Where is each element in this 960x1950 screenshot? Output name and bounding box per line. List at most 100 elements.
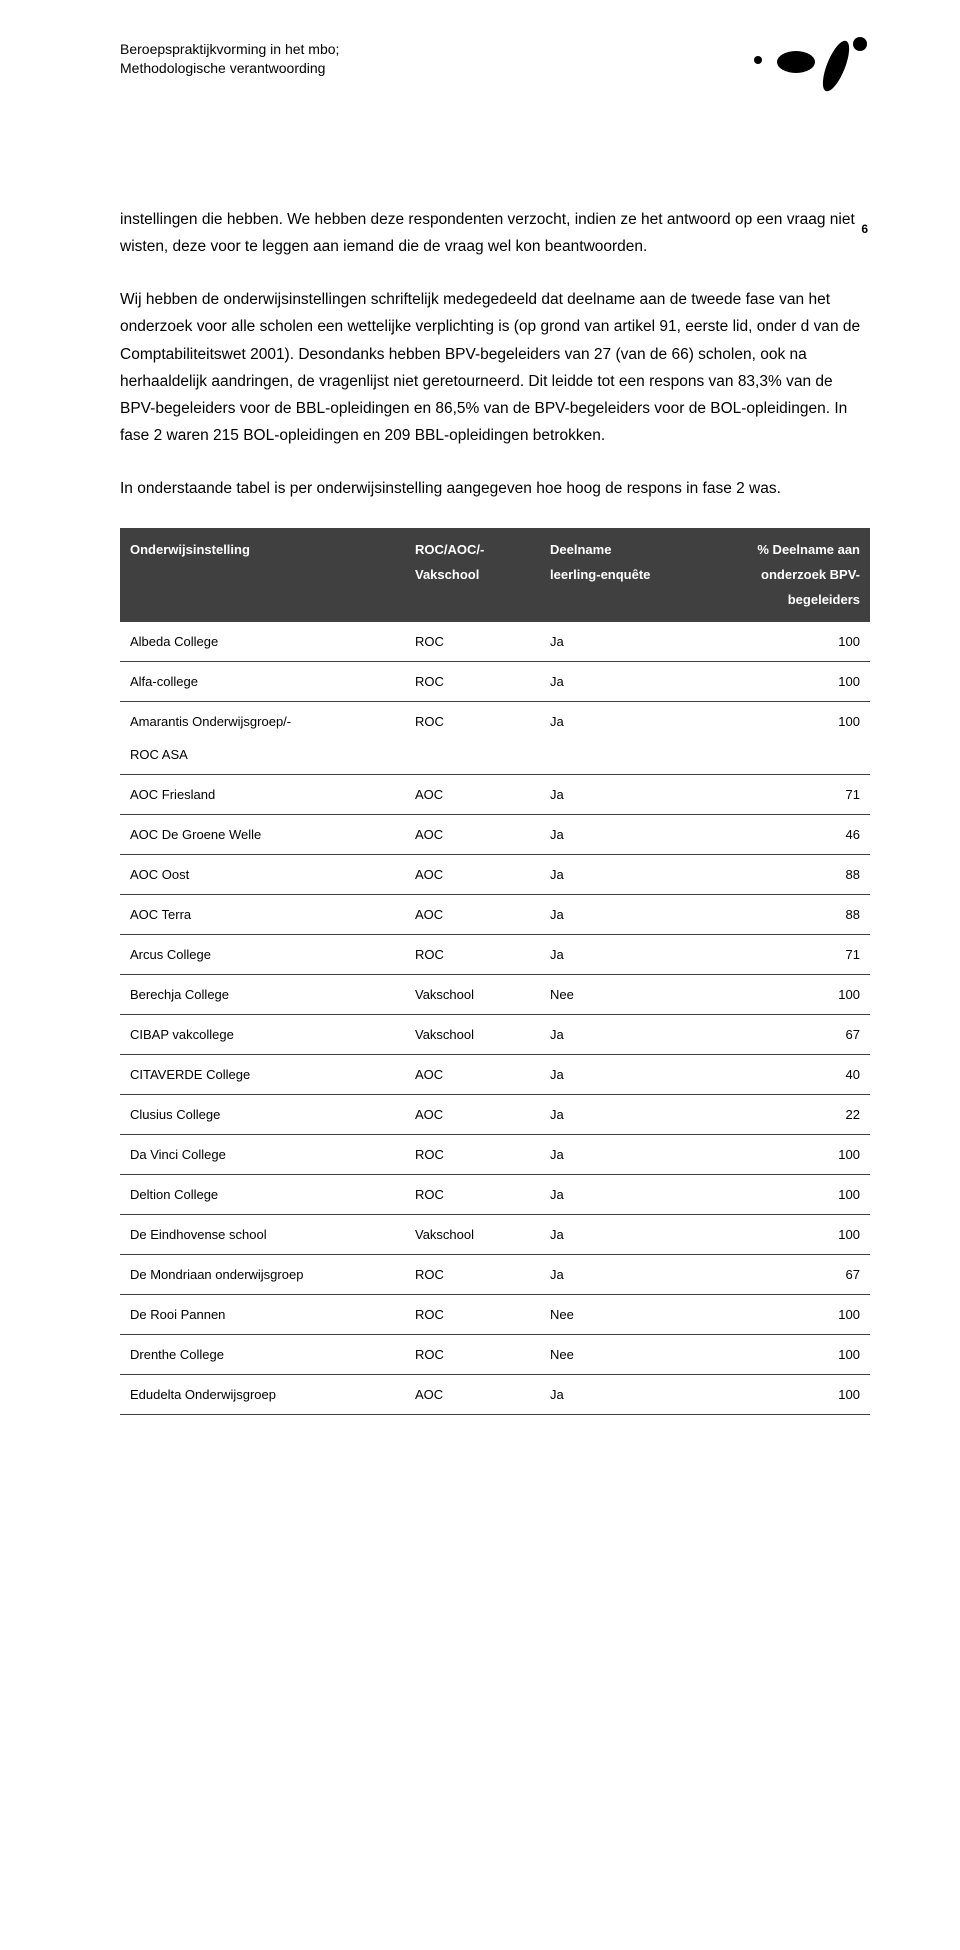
cell-deelname: Nee <box>540 1295 705 1335</box>
cell-inst: Da Vinci College <box>120 1135 405 1175</box>
table-row: AOC TerraAOCJa88 <box>120 895 870 935</box>
cell-inst: Edudelta Onderwijsgroep <box>120 1375 405 1415</box>
table-row: CIBAP vakcollegeVakschoolJa67 <box>120 1015 870 1055</box>
header-line-1: Beroepspraktijkvorming in het mbo; <box>120 40 339 59</box>
cell-pct: 100 <box>705 1135 870 1175</box>
cell-type: AOC <box>405 1055 540 1095</box>
cell-type: Vakschool <box>405 975 540 1015</box>
cell-type: ROC <box>405 662 540 702</box>
cell-deelname: Ja <box>540 1375 705 1415</box>
table-row: Clusius CollegeAOCJa22 <box>120 1095 870 1135</box>
table-row: Deltion CollegeROCJa100 <box>120 1175 870 1215</box>
col-label: leerling-enquête <box>550 567 650 582</box>
cell-pct: 67 <box>705 1255 870 1295</box>
col-deelname: Deelname leerling-enquête <box>540 528 705 622</box>
cell-deelname: Ja <box>540 935 705 975</box>
cell-inst: Deltion College <box>120 1175 405 1215</box>
cell-pct: 100 <box>705 1175 870 1215</box>
cell-deelname: Ja <box>540 1015 705 1055</box>
response-table: Onderwijsinstelling ROC/AOC/- Vakschool … <box>120 528 870 1415</box>
cell-inst: Amarantis Onderwijsgroep/-ROC ASA <box>120 702 405 775</box>
cell-pct: 100 <box>705 1375 870 1415</box>
cell-inst: CITAVERDE College <box>120 1055 405 1095</box>
col-label: Deelname <box>550 542 611 557</box>
cell-pct: 100 <box>705 702 870 775</box>
table-header: Onderwijsinstelling ROC/AOC/- Vakschool … <box>120 528 870 622</box>
cell-pct: 88 <box>705 895 870 935</box>
cell-inst: AOC Terra <box>120 895 405 935</box>
cell-type: Vakschool <box>405 1215 540 1255</box>
cell-deelname: Ja <box>540 1095 705 1135</box>
col-label: Vakschool <box>415 567 479 582</box>
cell-deelname: Ja <box>540 1055 705 1095</box>
cell-inst: De Rooi Pannen <box>120 1295 405 1335</box>
cell-inst: AOC Oost <box>120 855 405 895</box>
col-percentage: % Deelname aan onderzoek BPV- begeleider… <box>705 528 870 622</box>
cell-inst: Clusius College <box>120 1095 405 1135</box>
cell-deelname: Ja <box>540 775 705 815</box>
table-row: De Mondriaan onderwijsgroepROCJa67 <box>120 1255 870 1295</box>
cell-pct: 88 <box>705 855 870 895</box>
page-number: 6 <box>861 222 868 236</box>
col-label: % Deelname aan <box>757 542 860 557</box>
cell-type: Vakschool <box>405 1015 540 1055</box>
cell-deelname: Ja <box>540 895 705 935</box>
col-label: begeleiders <box>788 592 860 607</box>
cell-deelname: Ja <box>540 662 705 702</box>
cell-pct: 100 <box>705 1295 870 1335</box>
cell-pct: 100 <box>705 662 870 702</box>
cell-type: AOC <box>405 1375 540 1415</box>
cell-type: ROC <box>405 1175 540 1215</box>
table-row: AOC OostAOCJa88 <box>120 855 870 895</box>
cell-pct: 100 <box>705 975 870 1015</box>
cell-pct: 46 <box>705 815 870 855</box>
cell-type: ROC <box>405 702 540 775</box>
cell-deelname: Ja <box>540 1215 705 1255</box>
header-line-2: Methodologische verantwoording <box>120 59 339 78</box>
cell-inst: AOC De Groene Welle <box>120 815 405 855</box>
table-row: Albeda CollegeROCJa100 <box>120 622 870 662</box>
cell-deelname: Ja <box>540 1135 705 1175</box>
cell-inst: Alfa-college <box>120 662 405 702</box>
paragraph-1: instellingen die hebben. We hebben deze … <box>120 206 870 260</box>
cell-inst: Drenthe College <box>120 1335 405 1375</box>
cell-deelname: Ja <box>540 622 705 662</box>
table-row: AOC De Groene WelleAOCJa46 <box>120 815 870 855</box>
cell-type: AOC <box>405 895 540 935</box>
cell-deelname: Ja <box>540 855 705 895</box>
cell-deelname: Nee <box>540 975 705 1015</box>
cell-pct: 100 <box>705 1335 870 1375</box>
paragraph-2: Wij hebben de onderwijsinstellingen schr… <box>120 286 870 449</box>
cell-type: AOC <box>405 855 540 895</box>
table-row: Alfa-collegeROCJa100 <box>120 662 870 702</box>
cell-inst: De Eindhovense school <box>120 1215 405 1255</box>
table-row: Edudelta OnderwijsgroepAOCJa100 <box>120 1375 870 1415</box>
cell-pct: 67 <box>705 1015 870 1055</box>
col-onderwijsinstelling: Onderwijsinstelling <box>120 528 405 622</box>
cell-inst: Berechja College <box>120 975 405 1015</box>
cell-pct: 71 <box>705 775 870 815</box>
table-row: Amarantis Onderwijsgroep/-ROC ASAROCJa10… <box>120 702 870 775</box>
cell-type: ROC <box>405 1135 540 1175</box>
table-row: AOC FrieslandAOCJa71 <box>120 775 870 815</box>
header-title: Beroepspraktijkvorming in het mbo; Metho… <box>120 40 339 78</box>
cell-pct: 40 <box>705 1055 870 1095</box>
cell-pct: 22 <box>705 1095 870 1135</box>
cell-deelname: Ja <box>540 815 705 855</box>
paragraph-3: In onderstaande tabel is per onderwijsin… <box>120 475 870 502</box>
col-type: ROC/AOC/- Vakschool <box>405 528 540 622</box>
table-row: Drenthe CollegeROCNee100 <box>120 1335 870 1375</box>
cell-pct: 100 <box>705 1215 870 1255</box>
table-row: CITAVERDE CollegeAOCJa40 <box>120 1055 870 1095</box>
table-body: Albeda CollegeROCJa100Alfa-collegeROCJa1… <box>120 622 870 1415</box>
cell-pct: 100 <box>705 622 870 662</box>
cell-type: AOC <box>405 775 540 815</box>
cell-inst: Albeda College <box>120 622 405 662</box>
table-row: De Rooi PannenROCNee100 <box>120 1295 870 1335</box>
cell-inst: Arcus College <box>120 935 405 975</box>
cell-inst: AOC Friesland <box>120 775 405 815</box>
table-row: Arcus CollegeROCJa71 <box>120 935 870 975</box>
cell-type: AOC <box>405 815 540 855</box>
page-header: Beroepspraktijkvorming in het mbo; Metho… <box>120 40 870 96</box>
cell-type: AOC <box>405 1095 540 1135</box>
